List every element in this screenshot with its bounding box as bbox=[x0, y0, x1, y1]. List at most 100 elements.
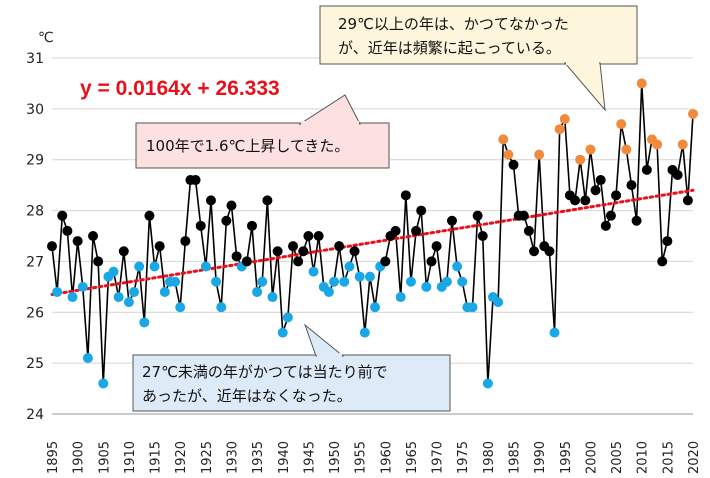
data-point bbox=[144, 210, 155, 221]
data-point bbox=[590, 185, 601, 196]
data-point bbox=[344, 261, 355, 272]
data-point bbox=[257, 276, 268, 287]
x-tick-label: 1975 bbox=[456, 441, 471, 474]
x-tick-label: 1940 bbox=[277, 441, 292, 474]
data-point bbox=[616, 119, 627, 130]
data-point bbox=[364, 271, 375, 282]
data-point bbox=[252, 286, 263, 297]
y-axis-unit: ℃ bbox=[38, 30, 54, 46]
data-point bbox=[88, 231, 99, 241]
data-point bbox=[272, 246, 283, 257]
x-tick-label: 1930 bbox=[225, 441, 240, 474]
data-point bbox=[559, 114, 570, 125]
cold-callout: 27℃未満の年がかつては当たり前で あったが、近年はなくなった。 bbox=[132, 323, 451, 412]
data-point bbox=[529, 246, 540, 257]
x-tick-label: 1925 bbox=[200, 441, 215, 474]
data-point bbox=[452, 261, 463, 272]
y-tick-label: 25 bbox=[26, 356, 44, 372]
data-point bbox=[52, 286, 63, 297]
data-point bbox=[605, 210, 616, 221]
data-point bbox=[405, 276, 416, 287]
cold-note-line1: 27℃未満の年がかつては当たり前で bbox=[142, 363, 388, 381]
trend-note: 100年で1.6℃上昇してきた。 bbox=[146, 137, 349, 155]
data-point bbox=[662, 236, 673, 247]
data-point bbox=[395, 292, 406, 303]
x-tick-label: 1920 bbox=[174, 441, 189, 474]
data-point bbox=[503, 149, 514, 160]
data-point bbox=[370, 302, 381, 313]
data-point bbox=[672, 169, 683, 180]
data-point bbox=[170, 276, 181, 287]
data-point bbox=[554, 124, 565, 135]
y-tick-label: 28 bbox=[26, 204, 44, 220]
x-tick-label: 1950 bbox=[328, 441, 343, 474]
data-point bbox=[575, 154, 586, 165]
x-tick-label: 1905 bbox=[97, 441, 112, 474]
data-point bbox=[426, 256, 437, 267]
y-axis-ticks: 24 25 26 27 28 29 30 31 bbox=[26, 51, 44, 423]
data-point bbox=[493, 297, 504, 308]
data-point bbox=[641, 164, 652, 175]
y-tick-label: 26 bbox=[26, 305, 44, 321]
data-point bbox=[226, 200, 237, 211]
data-point bbox=[154, 241, 165, 252]
data-point bbox=[277, 327, 288, 338]
x-tick-label: 2005 bbox=[610, 441, 625, 474]
data-point bbox=[682, 195, 693, 206]
data-point bbox=[134, 261, 145, 272]
data-point bbox=[523, 225, 534, 236]
data-point bbox=[457, 276, 468, 287]
data-point bbox=[303, 231, 314, 241]
cold-note-line2: あったが、近年はなくなった。 bbox=[142, 387, 352, 405]
x-tick-label: 1960 bbox=[379, 441, 394, 474]
data-point bbox=[200, 261, 211, 272]
data-point bbox=[329, 276, 340, 287]
hot-callout: 29℃以上の年は、かつてなかった が、近年は頻繁に起こっている。 bbox=[319, 5, 638, 112]
x-tick-label: 2015 bbox=[661, 441, 676, 474]
data-point bbox=[416, 205, 427, 216]
data-point bbox=[82, 353, 93, 364]
data-points bbox=[47, 78, 698, 389]
data-point bbox=[652, 139, 663, 150]
y-tick-label: 24 bbox=[26, 407, 44, 423]
trend-line bbox=[50, 188, 695, 297]
data-point bbox=[349, 246, 360, 257]
data-point bbox=[549, 327, 560, 338]
y-tick-label: 31 bbox=[26, 51, 44, 67]
data-point bbox=[631, 215, 642, 226]
x-tick-label: 2020 bbox=[687, 441, 702, 474]
data-point bbox=[400, 190, 411, 201]
data-point bbox=[472, 210, 483, 221]
x-tick-label: 1910 bbox=[123, 441, 138, 474]
data-point bbox=[72, 236, 83, 247]
x-tick-label: 1985 bbox=[508, 441, 523, 474]
data-point bbox=[118, 246, 129, 257]
data-point bbox=[62, 225, 73, 236]
x-tick-label: 1955 bbox=[354, 441, 369, 474]
data-point bbox=[570, 195, 581, 206]
data-point bbox=[477, 231, 488, 241]
x-tick-label: 1980 bbox=[482, 441, 497, 474]
data-point bbox=[313, 231, 324, 241]
data-point bbox=[149, 261, 160, 272]
data-point bbox=[57, 210, 68, 221]
x-tick-label: 1915 bbox=[149, 441, 164, 474]
data-point bbox=[195, 220, 206, 231]
data-point bbox=[544, 246, 555, 257]
data-point bbox=[282, 312, 293, 323]
data-point bbox=[67, 292, 78, 303]
x-tick-label: 1895 bbox=[46, 441, 61, 474]
data-point bbox=[626, 180, 637, 191]
data-point bbox=[421, 281, 432, 292]
data-point bbox=[580, 195, 591, 206]
x-tick-label: 1900 bbox=[72, 441, 87, 474]
data-point bbox=[308, 266, 319, 277]
y-tick-label: 29 bbox=[26, 153, 44, 169]
data-point bbox=[267, 292, 278, 303]
hot-note-line2: が、近年は頻繁に起こっている。 bbox=[338, 39, 561, 57]
data-point bbox=[446, 215, 457, 226]
data-point bbox=[390, 225, 401, 236]
data-point bbox=[334, 241, 345, 252]
data-point bbox=[288, 241, 299, 252]
